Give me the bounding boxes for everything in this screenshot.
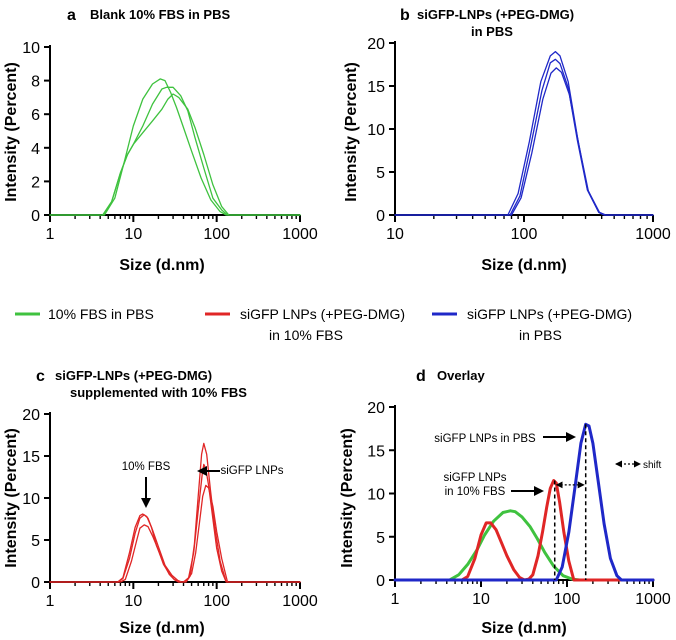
series-line-blue-3 <box>393 422 655 582</box>
annotation-shift: shift <box>643 460 662 471</box>
series-line-blue-3 <box>394 67 654 216</box>
panel-b-title-line2: in PBS <box>471 24 513 39</box>
x-tick-label: 1 <box>46 593 55 610</box>
y-tick-label: 10 <box>22 40 40 57</box>
y-tick-label: 0 <box>31 575 40 592</box>
x-tick-label: 10 <box>124 226 142 243</box>
y-tick-label: 20 <box>367 36 385 53</box>
panel-b-ylabel: Intensity (Percent) <box>343 62 360 202</box>
x-tick-label: 100 <box>203 226 230 243</box>
panel-b: b siGFP-LNPs (+PEG-DMG) in PBS 0 5 10 15 20 1… <box>343 7 671 274</box>
series-line-green-2 <box>49 93 301 216</box>
x-tick-label: 1000 <box>635 591 671 608</box>
panel-b-letter: b <box>400 7 410 24</box>
y-tick-label: 20 <box>22 407 40 424</box>
panel-a: a Blank 10% FBS in PBS 0 2 4 6 8 10 1 10 100 1000… <box>3 7 318 274</box>
y-tick-label: 10 <box>22 491 40 508</box>
annotation-sigfp-pbs: siGFP LNPs in PBS <box>434 433 536 445</box>
x-tick-label: 1000 <box>282 226 318 243</box>
plot-a: 0 2 4 6 8 10 1 10 100 1000 <box>22 40 318 243</box>
shift-guides <box>553 424 587 580</box>
series-line-red-3 <box>49 484 301 583</box>
x-tick-label: 10 <box>386 226 404 243</box>
y-tick-label: 20 <box>367 400 385 417</box>
series-line-green-1 <box>393 509 655 582</box>
x-tick-label: 1 <box>46 226 55 243</box>
legend-label-green: 10% FBS in PBS <box>48 306 154 322</box>
panel-b-xlabel: Size (d.nm) <box>481 257 566 274</box>
panel-d-ylabel: Intensity (Percent) <box>339 428 356 568</box>
y-tick-label: 2 <box>31 174 40 191</box>
panel-c-title: siGFP-LNPs (+PEG-DMG) <box>55 368 212 383</box>
y-tick-label: 10 <box>367 122 385 139</box>
panel-d-title: Overlay <box>437 368 485 383</box>
panel-d-xlabel: Size (d.nm) <box>481 620 566 637</box>
legend-label-red-line2: in 10% FBS <box>269 327 343 343</box>
plot-b: 0 5 10 15 20 10 100 1000 <box>367 36 671 243</box>
series-line-green-1 <box>49 86 301 216</box>
y-tick-label: 15 <box>367 443 385 460</box>
panel-c-title-line2: supplemented with 10% FBS <box>70 385 247 400</box>
annotation-sigfp-fbs: siGFP LNPs <box>443 472 506 484</box>
plot-c: 0 5 10 15 20 1 10 100 1000 <box>22 407 318 610</box>
annotation-sigfp-fbs-line2: in 10% FBS <box>445 486 506 498</box>
panel-a-xlabel: Size (d.nm) <box>119 257 204 274</box>
y-tick-label: 5 <box>31 533 40 550</box>
panel-a-letter: a <box>67 7 76 24</box>
series-line-red-1 <box>49 463 301 583</box>
panel-d-letter: d <box>416 368 426 385</box>
y-tick-label: 15 <box>367 79 385 96</box>
y-tick-label: 8 <box>31 74 40 91</box>
y-tick-label: 0 <box>376 208 385 225</box>
y-tick-label: 10 <box>367 487 385 504</box>
x-tick-label: 10 <box>472 591 490 608</box>
legend-label-blue: siGFP LNPs (+PEG-DMG) <box>467 306 632 322</box>
annotation-sigfp-lnps: siGFP LNPs <box>220 465 283 477</box>
panel-c-letter: c <box>36 368 45 385</box>
panel-d: d Overlay 0 5 10 15 20 1 10 100 1000 Intensity (… <box>339 368 671 637</box>
panel-c-ylabel: Intensity (Percent) <box>3 428 20 568</box>
y-tick-label: 4 <box>31 141 40 158</box>
annotation-10-fbs: 10% FBS <box>122 461 171 473</box>
x-tick-label: 100 <box>203 593 230 610</box>
panel-a-ylabel: Intensity (Percent) <box>3 62 20 202</box>
panel-b-title: siGFP-LNPs (+PEG-DMG) <box>417 7 574 22</box>
x-tick-label: 1000 <box>282 593 318 610</box>
panel-c-xlabel: Size (d.nm) <box>119 620 204 637</box>
panel-c: c siGFP-LNPs (+PEG-DMG) supplemented wit… <box>3 368 318 637</box>
x-tick-label: 1 <box>391 591 400 608</box>
legend-label-blue-line2: in PBS <box>519 327 562 343</box>
y-tick-label: 15 <box>22 449 40 466</box>
x-tick-label: 10 <box>124 593 142 610</box>
x-tick-label: 100 <box>554 591 581 608</box>
x-tick-label: 1000 <box>635 226 671 243</box>
legend-label-red: siGFP LNPs (+PEG-DMG) <box>240 306 405 322</box>
series-line-green-3 <box>49 78 301 216</box>
y-tick-label: 5 <box>376 165 385 182</box>
legend: 10% FBS in PBS siGFP LNPs (+PEG-DMG) in … <box>15 306 632 343</box>
y-tick-label: 5 <box>376 530 385 547</box>
x-tick-label: 100 <box>511 226 538 243</box>
plot-d: 0 5 10 15 20 1 10 100 1000 <box>367 400 671 608</box>
series-line-red-2 <box>49 442 301 583</box>
series-line-blue-1 <box>394 50 654 216</box>
y-tick-label: 6 <box>31 107 40 124</box>
y-tick-label: 0 <box>376 573 385 590</box>
panel-a-title: Blank 10% FBS in PBS <box>90 7 230 22</box>
series-line-blue-2 <box>394 58 654 216</box>
y-tick-label: 0 <box>31 208 40 225</box>
